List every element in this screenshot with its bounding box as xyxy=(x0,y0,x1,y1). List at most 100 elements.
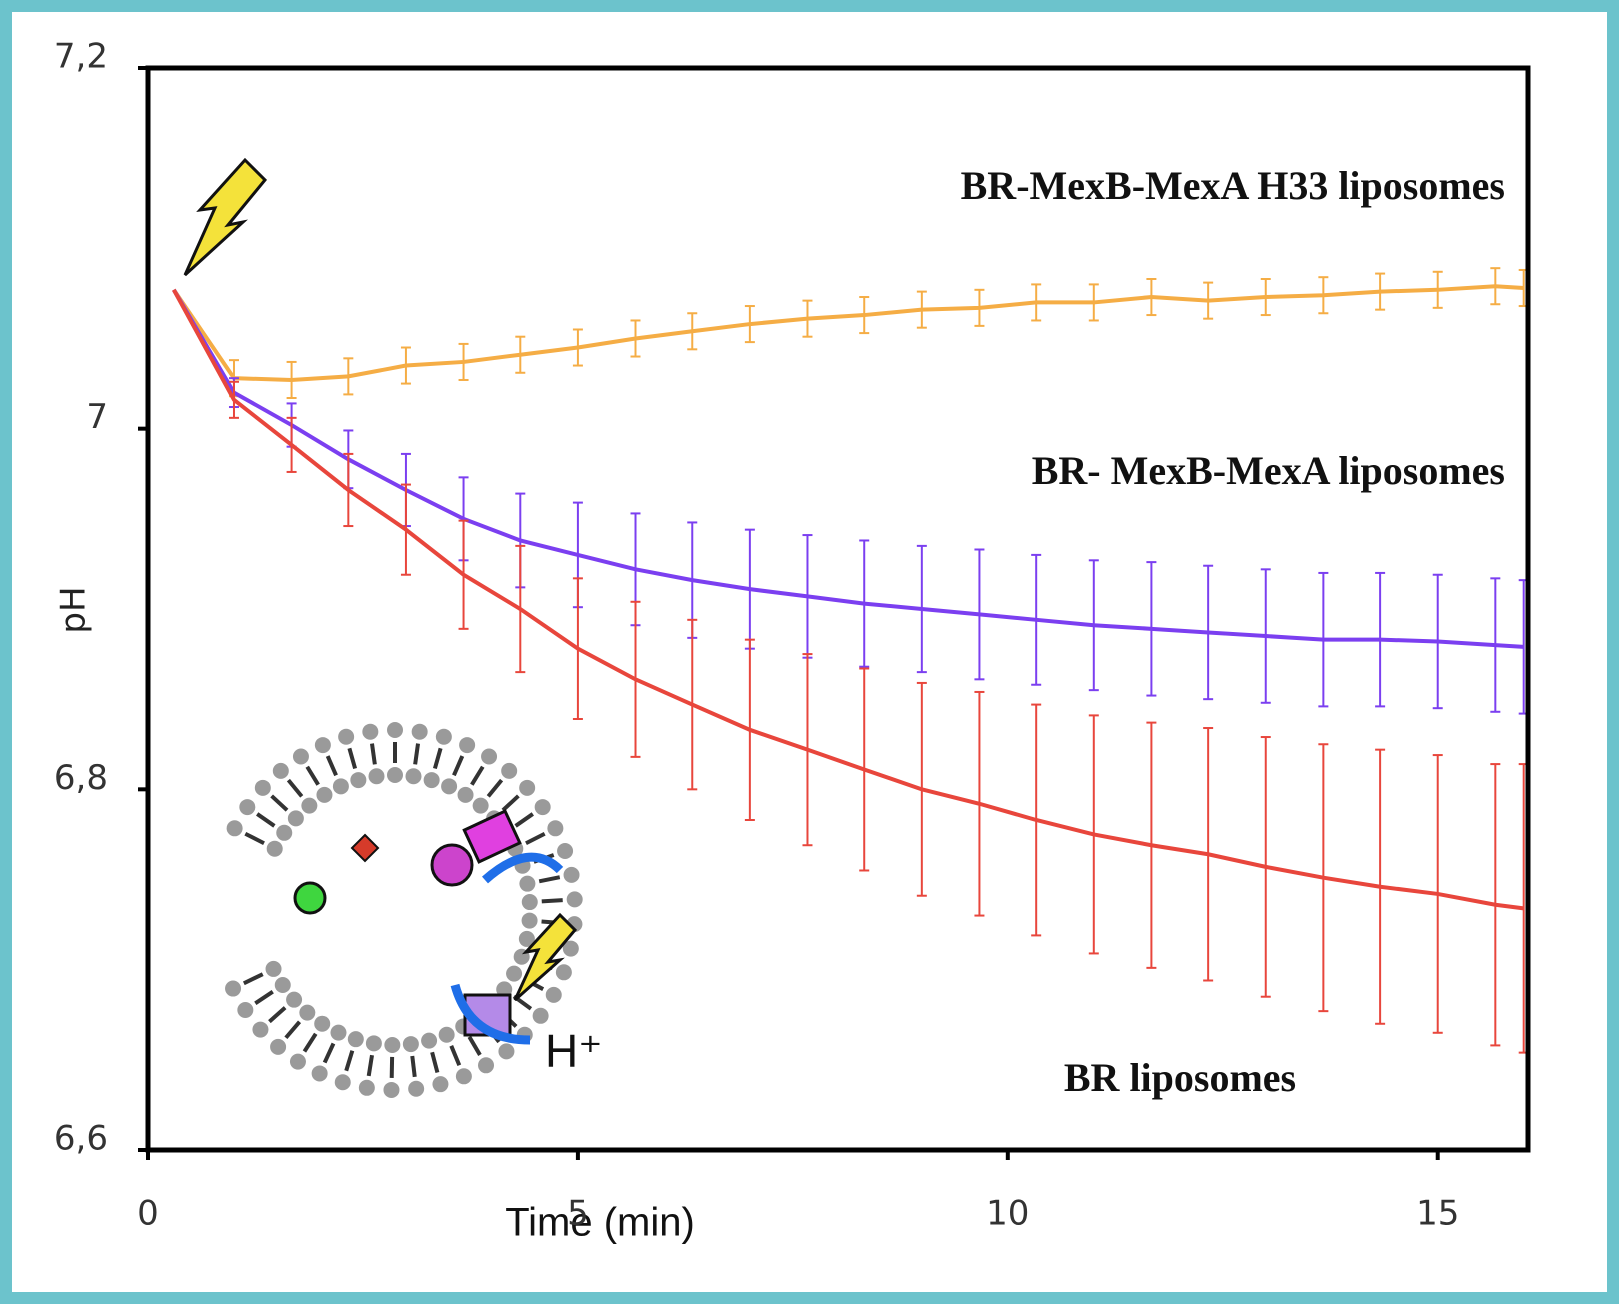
lipid-tail xyxy=(413,743,420,765)
lipid-head xyxy=(368,768,385,785)
lipid-tail xyxy=(541,898,563,904)
lipid-head xyxy=(472,797,489,814)
x-tick-label: 5 xyxy=(567,1194,589,1234)
lipid-head xyxy=(292,748,309,765)
light-bolt xyxy=(513,912,578,1002)
lipid-head xyxy=(314,1015,331,1032)
lipid-tail xyxy=(268,1006,287,1024)
lipid-head xyxy=(441,778,458,795)
lipid-tail xyxy=(486,778,504,798)
lipid-head xyxy=(334,1074,351,1091)
lipid-head xyxy=(338,728,355,745)
lipid-head xyxy=(384,1036,401,1053)
lipid-head xyxy=(408,1080,425,1097)
lipid-head xyxy=(563,866,580,883)
lipid-tail xyxy=(305,765,320,786)
lipid-head xyxy=(562,940,579,957)
x-tick-label: 10 xyxy=(986,1194,1029,1234)
lipid-tail xyxy=(322,1042,336,1064)
lipid-head xyxy=(387,722,403,738)
lipid-head xyxy=(358,1079,375,1096)
lipid-head xyxy=(506,965,523,982)
lipid-tail xyxy=(302,1032,318,1053)
x-axis-label: Time (min) xyxy=(505,1201,695,1245)
lipid-head xyxy=(532,1007,549,1024)
lipid-tail xyxy=(344,1050,355,1072)
lipid-head xyxy=(347,1031,364,1048)
lipid-tail xyxy=(254,990,274,1005)
lipid-head xyxy=(435,728,452,745)
series-label: BR-MexB-MexA H33 liposomes xyxy=(961,163,1505,208)
lipid-head xyxy=(498,1043,515,1060)
lipid-head xyxy=(459,737,476,754)
lipid-tail xyxy=(449,1045,462,1066)
lipid-tail xyxy=(467,1035,482,1056)
lipid-head xyxy=(519,779,536,796)
lipid-tail xyxy=(470,765,485,786)
lipid-head xyxy=(457,786,474,803)
lipid-head xyxy=(496,981,513,998)
lipid-head xyxy=(402,1036,419,1053)
lipid-tail xyxy=(430,1051,440,1074)
lipid-tail xyxy=(525,831,546,846)
lipid-tail xyxy=(432,747,443,770)
lipid-tail xyxy=(347,747,358,770)
lipid-head xyxy=(521,912,538,929)
lipid-head xyxy=(239,799,256,816)
lipid-head xyxy=(265,960,282,977)
lipid-tail xyxy=(270,794,289,812)
lipid-head xyxy=(534,799,551,816)
y-axis-label: pH xyxy=(54,586,94,633)
lipid-tail xyxy=(452,755,465,777)
light-bolt xyxy=(183,157,268,277)
x-tick-label: 15 xyxy=(1416,1194,1459,1234)
lipid-tail xyxy=(256,812,276,828)
lipid-head xyxy=(350,772,367,789)
lipid-tail xyxy=(410,1055,417,1078)
series-line xyxy=(172,288,1524,911)
dye xyxy=(293,881,327,915)
lipid-head xyxy=(405,768,422,785)
lipid-tail xyxy=(244,831,265,846)
lipid-head xyxy=(566,891,583,908)
lipid-head xyxy=(311,1065,328,1082)
proton-arrow xyxy=(482,852,564,884)
x-tick-label: 0 xyxy=(137,1194,159,1234)
lipid-head xyxy=(518,930,535,947)
lipid-head xyxy=(455,1068,472,1085)
lipid-head xyxy=(383,1081,400,1098)
proton-arrow xyxy=(450,983,531,1045)
lipid-head xyxy=(226,820,243,837)
lipid-head xyxy=(314,737,331,754)
lipid-head xyxy=(252,1021,269,1038)
y-tick-label: 6,6 xyxy=(54,1119,108,1159)
lipid-head xyxy=(519,875,536,892)
lipid-tail xyxy=(286,778,304,798)
lipid-head xyxy=(438,1026,455,1043)
lipid-head xyxy=(481,748,498,765)
pump-part xyxy=(430,843,474,887)
drug xyxy=(350,833,380,863)
lipid-head xyxy=(501,762,518,779)
lipid-head xyxy=(478,1057,495,1074)
y-tick-label: 6,8 xyxy=(54,758,108,798)
lipid-tail xyxy=(242,972,264,986)
inset-label: H⁺ xyxy=(545,1025,603,1077)
lipid-head xyxy=(387,767,403,783)
lipid-head xyxy=(274,977,291,994)
lipid-head xyxy=(266,840,283,857)
series-label: BR- MexB-MexA liposomes xyxy=(1032,448,1505,493)
lipid-head xyxy=(411,723,428,740)
lipid-head xyxy=(237,1002,254,1019)
lipid-head xyxy=(521,894,538,911)
lipid-head xyxy=(299,1004,316,1021)
lipid-tail xyxy=(501,794,520,812)
lipid-tail xyxy=(284,1020,302,1040)
lipid-tail xyxy=(514,812,534,828)
pump xyxy=(462,809,522,864)
lipid-head xyxy=(555,964,572,981)
lipid-tail xyxy=(370,743,377,765)
lipid-head xyxy=(547,820,564,837)
